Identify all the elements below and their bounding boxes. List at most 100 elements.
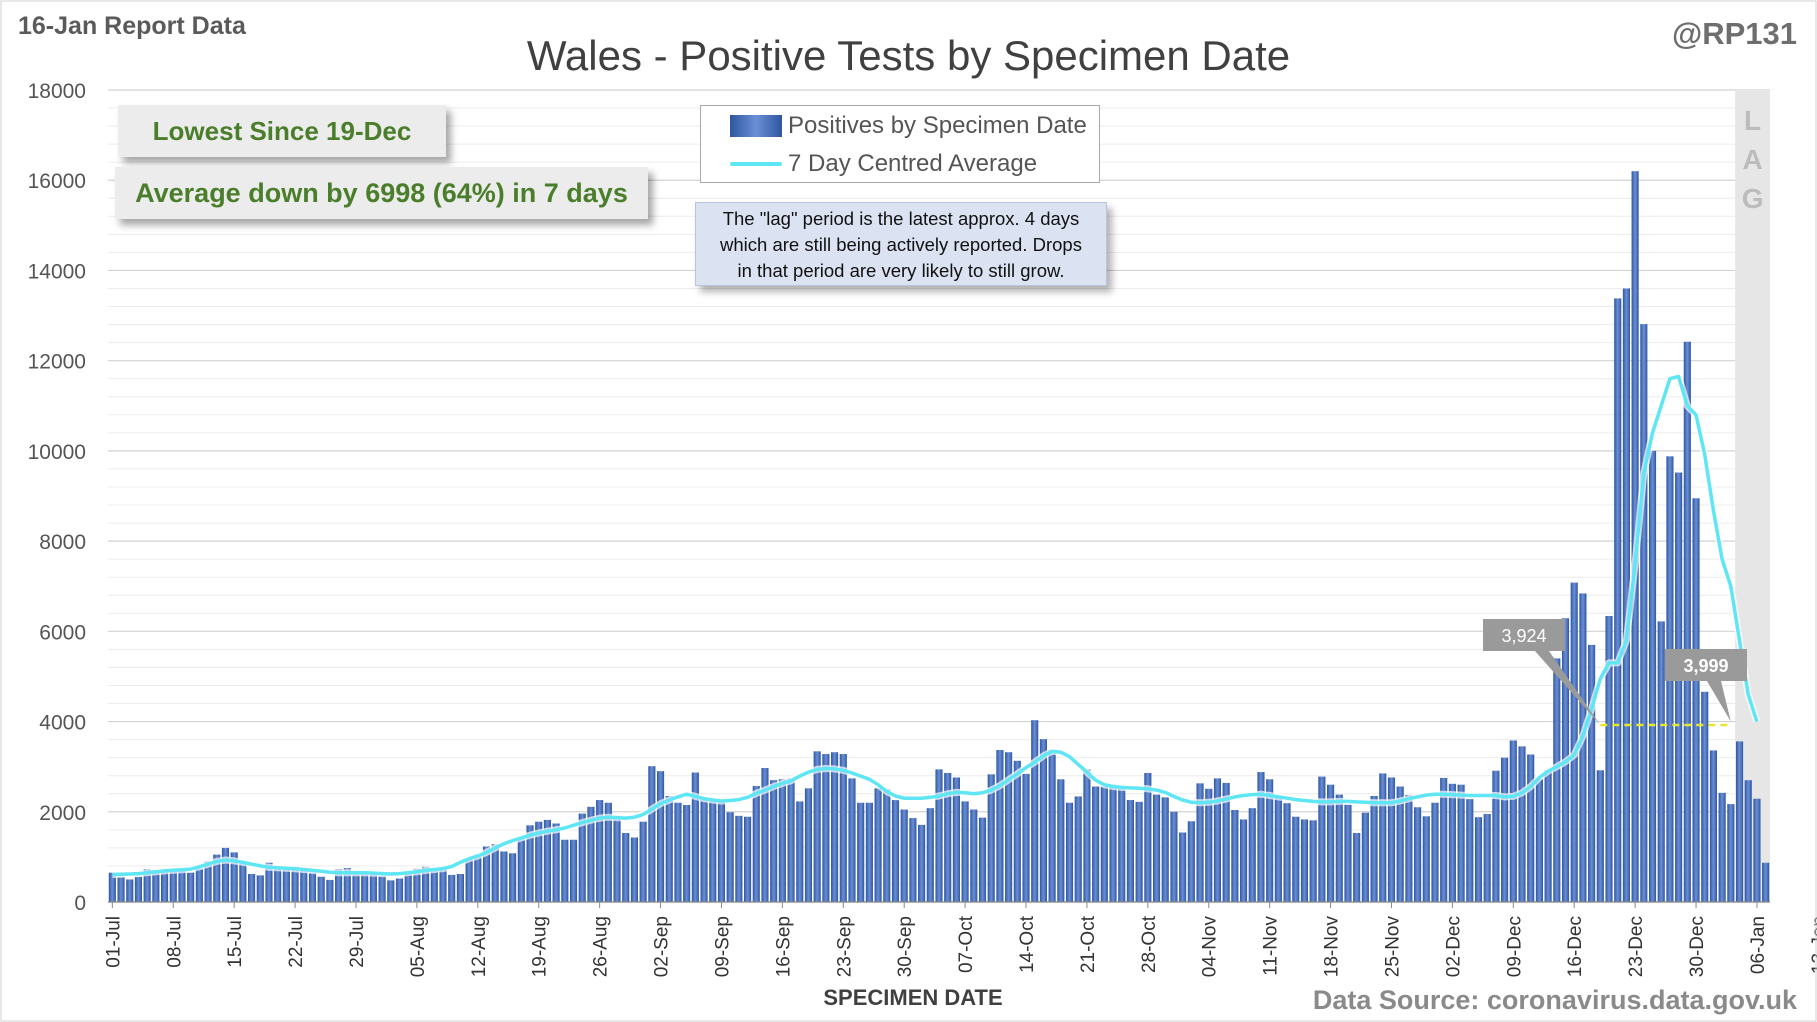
bar — [639, 821, 647, 902]
bar — [804, 788, 813, 902]
bar — [308, 872, 317, 902]
bar — [213, 854, 221, 902]
bar — [1335, 794, 1343, 902]
bar — [1405, 795, 1413, 902]
bar — [596, 800, 604, 902]
bar — [1257, 772, 1265, 902]
legend-label-line: 7 Day Centred Average — [788, 150, 1038, 177]
x-tick-label: 11-Nov — [1261, 916, 1282, 976]
bar — [1735, 741, 1744, 902]
bar — [1727, 804, 1735, 902]
bar — [735, 815, 743, 902]
bar — [656, 771, 665, 902]
bar — [761, 768, 769, 902]
bar — [1683, 341, 1691, 903]
bar — [1318, 776, 1326, 902]
bar — [178, 870, 186, 902]
bar — [1109, 784, 1117, 902]
bar — [813, 751, 821, 902]
x-tick-label: 28-Oct — [1139, 915, 1160, 973]
bar — [1614, 298, 1622, 902]
bar — [1570, 582, 1578, 902]
lag-letter: A — [1742, 144, 1762, 175]
bar — [1370, 795, 1378, 902]
bar — [674, 802, 682, 902]
bar — [1596, 770, 1604, 902]
bar — [1126, 800, 1135, 902]
bar — [961, 801, 969, 902]
bar — [1588, 644, 1596, 902]
bar — [352, 870, 360, 902]
bar — [1135, 801, 1143, 902]
bar — [665, 795, 673, 902]
bar — [630, 837, 639, 902]
bar — [752, 786, 760, 902]
bar — [1248, 808, 1256, 902]
bar — [1535, 778, 1543, 902]
annotation-box — [1483, 619, 1565, 651]
bar — [204, 861, 212, 902]
bar — [691, 772, 699, 902]
bar — [221, 847, 230, 902]
bar — [1622, 288, 1630, 902]
x-tick-label: 01-Jul — [103, 916, 124, 968]
lag-letter: G — [1742, 183, 1764, 214]
bar — [274, 868, 282, 902]
x-tick-label: 16-Sep — [773, 916, 794, 977]
bar — [326, 879, 334, 902]
bar — [239, 861, 247, 902]
lag-note-line-3: in that period are very likely to still … — [737, 260, 1065, 281]
report-date-label: 16-Jan Report Data — [18, 12, 246, 40]
bar — [578, 813, 586, 902]
bar — [1518, 746, 1526, 902]
bar — [1039, 739, 1047, 902]
x-tick-label: 06-Jan — [1748, 916, 1769, 974]
data-source: Data Source: coronavirus.data.gov.uk — [1312, 985, 1797, 1015]
y-tick-label: 16000 — [28, 170, 86, 193]
annotation-19-dec: 3,924 — [1483, 619, 1601, 725]
bar — [909, 818, 917, 902]
bar — [1387, 777, 1396, 902]
bar — [1022, 773, 1030, 902]
x-tick-label: 16-Dec — [1565, 916, 1586, 977]
bar — [160, 869, 169, 902]
bar — [613, 815, 621, 902]
bar — [1466, 799, 1474, 902]
lag-note-line-1: The "lag" period is the latest approx. 4… — [722, 208, 1080, 229]
bar — [1361, 812, 1369, 902]
bar — [1005, 752, 1013, 902]
bar — [256, 875, 264, 902]
x-tick-label: 09-Dec — [1504, 916, 1525, 977]
x-tick-label: 02-Dec — [1443, 916, 1464, 977]
bar — [1718, 792, 1726, 902]
y-tick-label: 8000 — [39, 531, 86, 554]
bar — [604, 802, 612, 902]
bar-swatch-icon — [730, 115, 782, 137]
bar — [918, 824, 926, 902]
bar — [561, 839, 569, 902]
bar — [509, 853, 517, 902]
annotation-05-jan: 3,999 — [1665, 649, 1747, 722]
bar — [1753, 798, 1761, 902]
bar — [1065, 802, 1074, 902]
bar — [543, 819, 551, 902]
bar — [491, 844, 499, 902]
bar — [796, 801, 804, 902]
bar — [265, 862, 273, 902]
bar — [831, 752, 839, 902]
bar — [456, 874, 464, 902]
bar — [900, 809, 908, 902]
y-tick-label: 6000 — [39, 621, 86, 644]
bar — [1152, 794, 1161, 902]
bar — [1048, 749, 1056, 902]
bar — [1353, 832, 1361, 902]
bar — [1396, 786, 1404, 902]
bar — [117, 876, 125, 902]
x-tick-label: 23-Dec — [1626, 916, 1647, 977]
bar — [1762, 862, 1770, 902]
bar — [1448, 783, 1456, 902]
bar — [474, 854, 482, 902]
